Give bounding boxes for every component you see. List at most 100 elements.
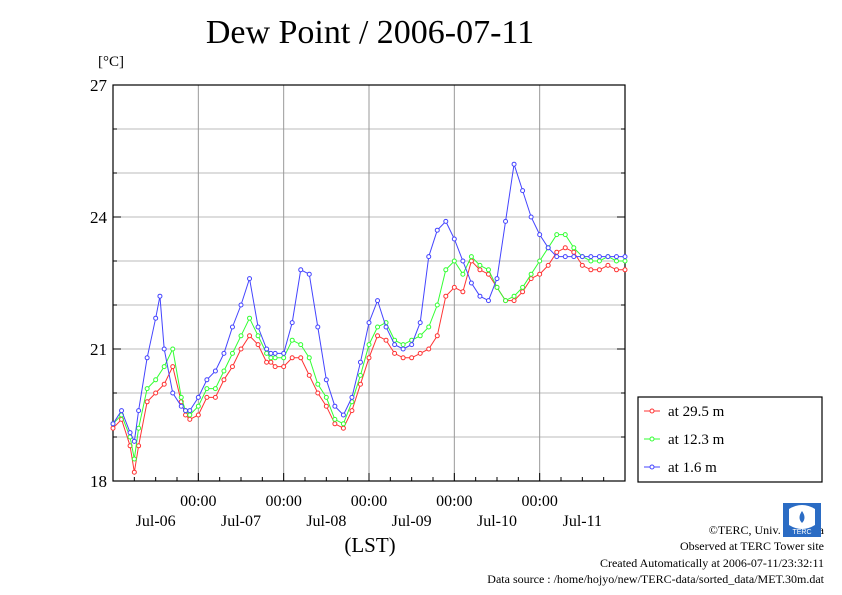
data-point [537,258,543,264]
legend-label: at 29.5 m [668,404,725,420]
data-point [409,342,415,348]
data-point [131,469,137,475]
data-point [272,364,278,370]
x-tick-label: 00:00 [521,493,557,510]
data-point [477,262,483,268]
data-point [268,355,274,361]
data-point [183,412,189,418]
data-point [187,408,193,414]
data-point [268,359,274,365]
data-point [443,293,449,299]
data-point [579,254,585,260]
x-tick-label: 00:00 [265,493,301,510]
data-point [306,355,312,361]
data-point [392,350,398,356]
chart-title: Dew Point / 2006-07-11 [205,14,535,51]
data-point [306,271,312,277]
data-point [443,218,449,224]
data-point [383,324,389,330]
data-point [503,218,509,224]
created-text: Created Automatically at 2006-07-11/23:3… [599,556,824,570]
data-point [417,320,423,326]
legend-label: at 1.6 m [668,460,717,476]
data-point [161,381,167,387]
data-point [204,394,210,400]
data-point [545,262,551,268]
data-point [289,320,295,326]
data-point [238,302,244,308]
data-point [545,245,551,251]
data-point [229,350,235,356]
x-axis-label: (LST) [344,533,395,557]
x-tick-label: 00:00 [436,493,472,510]
data-point [605,262,611,268]
data-point [392,342,398,348]
data-point [204,377,210,383]
data-point [340,412,346,418]
data-point [537,271,543,277]
data-point [613,254,619,260]
data-point [255,342,261,348]
date-label: Jul-10 [477,513,517,530]
data-point [434,302,440,308]
data-point [366,320,372,326]
data-point [417,350,423,356]
data-point [613,258,619,264]
data-point [332,421,338,427]
data-point [238,346,244,352]
legend-marker [649,436,655,442]
data-point [195,394,201,400]
data-point [289,355,295,361]
data-point [195,403,201,409]
data-point [264,350,270,356]
data-point [400,346,406,352]
data-point [221,377,227,383]
data-point [562,245,568,251]
data-point [315,390,321,396]
data-point [157,293,163,299]
data-point [229,364,235,370]
legend-label: at 12.3 m [668,432,725,448]
data-point [178,394,184,400]
data-point [357,372,363,378]
data-point [375,333,381,339]
data-point [494,284,500,290]
logo-text: TERC [792,529,811,536]
data-point [477,267,483,273]
data-point [460,258,466,264]
data-point [281,364,287,370]
data-point [136,443,142,449]
data-point [204,386,210,392]
data-point [503,298,509,304]
data-point [588,258,594,264]
data-point [357,359,363,365]
terc-logo: TERC [783,503,821,537]
data-point [562,232,568,238]
data-point [110,421,116,427]
data-point [511,298,517,304]
data-point [229,324,235,330]
data-point [383,337,389,343]
data-point [247,333,253,339]
data-point [153,390,159,396]
data-point [400,355,406,361]
data-point [579,262,585,268]
data-point [281,350,287,356]
data-point [588,267,594,273]
data-point [323,377,329,383]
data-point [144,386,150,392]
data-point [520,289,526,295]
data-point [554,254,560,260]
data-point [119,408,125,414]
legend-box [637,396,823,483]
data-point [443,267,449,273]
observed-text: Observed at TERC Tower site [679,539,824,553]
data-point [451,258,457,264]
data-point [315,381,321,387]
data-point [375,324,381,330]
data-point [613,267,619,273]
data-point [417,333,423,339]
series-line [112,234,625,460]
data-point [520,284,526,290]
data-point [170,390,176,396]
